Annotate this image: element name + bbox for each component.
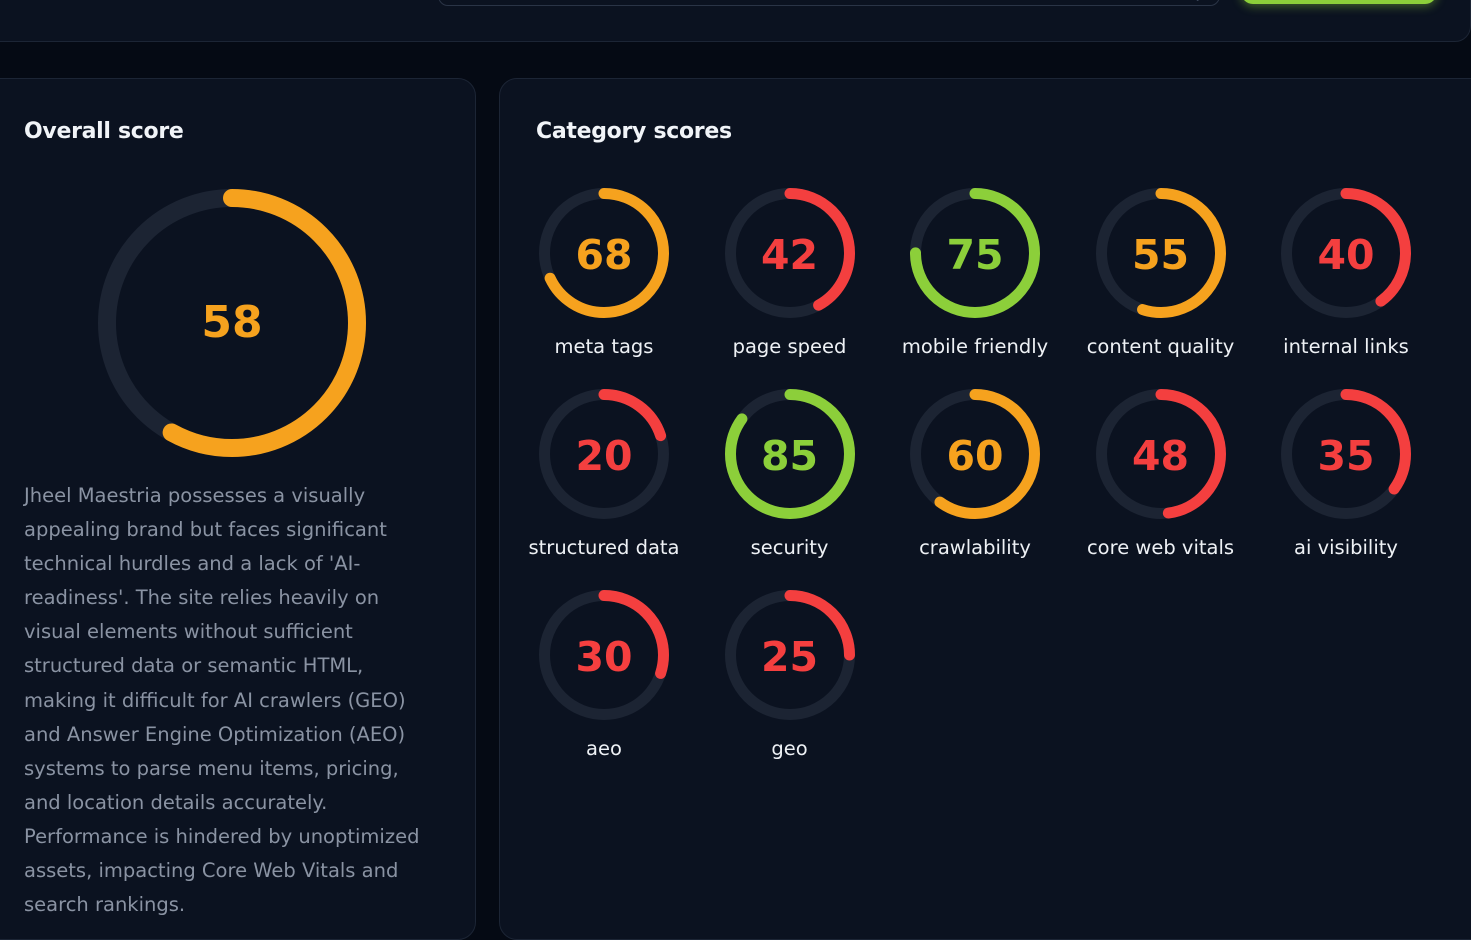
score-gauge-arc	[1095, 389, 1226, 519]
category-score-mobile-friendly: 75 mobile friendly	[895, 185, 1055, 375]
score-label: security	[750, 536, 829, 559]
score-value: 48	[1131, 432, 1190, 480]
url-input[interactable]	[438, 0, 1220, 6]
category-scores-title: Category scores	[536, 119, 732, 144]
overall-score-gauge: 58	[96, 187, 368, 459]
category-score-aeo: 30 aeo	[524, 587, 684, 777]
resize-handle-icon[interactable]: ⁄⁄⁄⁄	[1198, 0, 1218, 3]
category-score-meta-tags: 68 meta tags	[524, 185, 684, 375]
score-label: aeo	[586, 737, 622, 760]
score-gauge: 60	[907, 386, 1043, 522]
score-value: 42	[760, 231, 819, 279]
score-value: 25	[760, 633, 819, 681]
score-gauge: 20	[536, 386, 672, 522]
score-gauge: 55	[1093, 185, 1229, 321]
score-value: 55	[1131, 231, 1190, 279]
score-label: structured data	[528, 536, 680, 559]
overall-summary: Jheel Maestria possesses a visually appe…	[24, 484, 420, 917]
score-gauge-arc	[910, 389, 1040, 519]
score-label: content quality	[1086, 335, 1235, 358]
score-gauge-arc	[1095, 188, 1226, 318]
category-scores-panel: Category scores 68 meta tags 42 page speed 7…	[499, 78, 1471, 940]
score-gauge-arc	[724, 188, 855, 318]
score-gauge-arc	[724, 590, 855, 720]
score-label: geo	[771, 737, 808, 760]
score-label: page speed	[732, 335, 847, 358]
category-score-crawlability: 60 crawlability	[895, 386, 1055, 576]
top-toolbar	[0, 0, 1471, 42]
overall-score-panel: Overall score 58 Jheel Maestria possesse…	[0, 78, 476, 940]
score-gauge-arc	[724, 389, 855, 519]
score-gauge: 35	[1278, 386, 1414, 522]
score-value: 20	[575, 432, 633, 480]
score-gauge-arc	[1281, 389, 1411, 519]
score-gauge: 85	[722, 386, 858, 522]
category-score-security: 85 security	[710, 386, 870, 576]
score-gauge: 68	[536, 185, 672, 321]
overall-score-value: 58	[201, 297, 263, 348]
score-value: 30	[575, 633, 633, 681]
score-label: core web vitals	[1086, 536, 1235, 559]
score-value: 75	[946, 231, 1004, 279]
overall-score-title: Overall score	[24, 119, 184, 144]
category-score-ai-visibility: 35 ai visibility	[1266, 386, 1426, 576]
score-value: 85	[760, 432, 819, 480]
score-label: internal links	[1283, 335, 1409, 358]
score-value: 40	[1317, 231, 1375, 279]
score-gauge: 42	[722, 185, 858, 321]
score-label: mobile friendly	[901, 335, 1049, 358]
category-score-page-speed: 42 page speed	[710, 185, 870, 375]
analyze-button[interactable]	[1241, 0, 1437, 4]
category-score-structured-data: 20 structured data	[524, 386, 684, 576]
score-value: 35	[1317, 432, 1375, 480]
category-score-internal-links: 40 internal links	[1266, 185, 1426, 375]
score-gauge-arc	[539, 188, 669, 318]
category-score-core-web-vitals: 48 core web vitals	[1081, 386, 1241, 576]
score-label: crawlability	[919, 536, 1031, 559]
score-gauge: 48	[1093, 386, 1229, 522]
score-gauge: 75	[907, 185, 1043, 321]
score-value: 68	[575, 231, 633, 279]
score-gauge-arc	[539, 389, 669, 519]
score-label: meta tags	[554, 335, 654, 358]
score-gauge-arc	[1281, 188, 1411, 318]
score-gauge: 40	[1278, 185, 1414, 321]
category-score-content-quality: 55 content quality	[1081, 185, 1241, 375]
category-score-geo: 25 geo	[710, 587, 870, 777]
score-gauge: 25	[722, 587, 858, 723]
score-value: 60	[946, 432, 1004, 480]
score-gauge: 30	[536, 587, 672, 723]
score-gauge-arc	[910, 188, 1040, 318]
score-gauge-arc	[539, 590, 669, 720]
overall-gauge-arc	[98, 189, 366, 457]
score-label: ai visibility	[1294, 536, 1398, 559]
